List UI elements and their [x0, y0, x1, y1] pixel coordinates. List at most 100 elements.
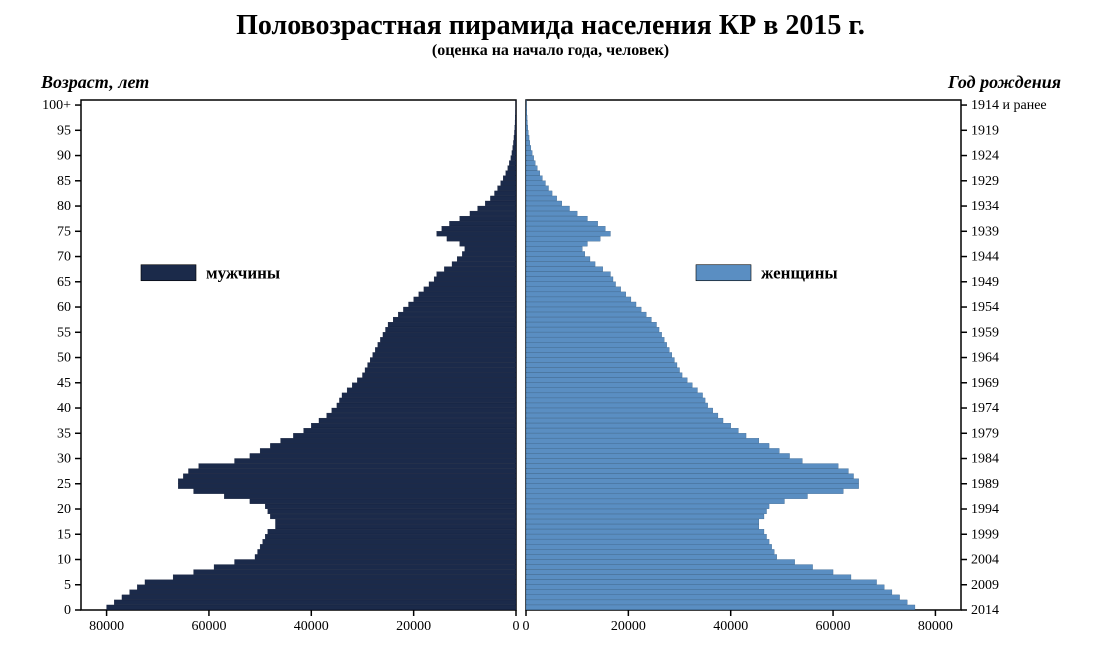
bar-female [526, 600, 907, 605]
right-axis-label: Год рождения [946, 72, 1060, 92]
bar-female [526, 413, 718, 418]
svg-text:1934: 1934 [971, 199, 999, 214]
svg-text:50: 50 [57, 351, 71, 366]
bar-male [418, 292, 515, 297]
bar-female [526, 226, 605, 231]
bar-male [318, 418, 515, 423]
bar-female [526, 201, 562, 206]
bar-male [452, 262, 516, 267]
svg-text:65: 65 [57, 275, 71, 290]
bar-female [526, 347, 669, 352]
bar-female [526, 363, 677, 368]
bar-female [526, 514, 764, 519]
bar-female [526, 150, 532, 155]
svg-text:1914 и ранее: 1914 и ранее [971, 98, 1047, 113]
bar-female [526, 469, 848, 474]
bar-female [526, 337, 664, 342]
svg-text:30: 30 [57, 452, 71, 467]
svg-text:35: 35 [57, 426, 71, 441]
bar-male [515, 120, 516, 125]
bar-female [526, 166, 537, 171]
svg-text:85: 85 [57, 174, 71, 189]
bar-male [144, 580, 515, 585]
bar-female [526, 145, 531, 150]
bar-male [326, 413, 515, 418]
chart-subtitle: (оценка на начало года, человек) [20, 42, 1081, 60]
bar-female [526, 459, 802, 464]
bar-female [526, 443, 769, 448]
svg-text:75: 75 [57, 224, 71, 239]
bar-male [367, 363, 515, 368]
bar-male [249, 499, 515, 504]
bar-male [339, 398, 516, 403]
bar-male [270, 443, 516, 448]
bar-male [514, 130, 516, 135]
svg-text:70: 70 [57, 250, 71, 265]
bar-female [526, 292, 626, 297]
bar-male [265, 504, 516, 509]
bar-male [265, 534, 516, 539]
bar-female [526, 191, 552, 196]
bar-female [526, 236, 600, 241]
svg-text:80000: 80000 [89, 619, 124, 634]
svg-text:1954: 1954 [971, 300, 999, 315]
svg-text:1979: 1979 [971, 426, 999, 441]
bar-female [526, 312, 646, 317]
bar-male [352, 383, 516, 388]
bar-male [494, 191, 515, 196]
left-axis-label: Возраст, лет [40, 72, 149, 92]
bar-female [526, 453, 790, 458]
bar-female [526, 383, 692, 388]
bar-female [526, 489, 843, 494]
population-pyramid-chart: 8000060000400002000000200004000060000800… [21, 60, 1081, 640]
bar-female [526, 585, 884, 590]
bar-male [260, 544, 516, 549]
bar-male [382, 332, 515, 337]
bar-male [457, 257, 516, 262]
svg-text:100+: 100+ [42, 98, 71, 113]
bar-female [526, 115, 527, 120]
bar-female [526, 161, 535, 166]
bar-female [526, 297, 631, 302]
bar-male [224, 494, 516, 499]
svg-text:25: 25 [57, 477, 71, 492]
bar-female [526, 358, 674, 363]
bar-female [526, 277, 613, 282]
bar-male [129, 590, 515, 595]
svg-text:1939: 1939 [971, 224, 999, 239]
bar-male [515, 115, 516, 120]
bar-male [178, 479, 516, 484]
bar-male [249, 453, 515, 458]
svg-text:20000: 20000 [610, 619, 645, 634]
bar-female [526, 418, 723, 423]
bar-male [393, 317, 516, 322]
bar-male [362, 373, 516, 378]
svg-text:1959: 1959 [971, 325, 999, 340]
bar-female [526, 474, 854, 479]
bar-female [526, 196, 557, 201]
bar-male [114, 600, 516, 605]
bar-male [342, 393, 516, 398]
bar-male [503, 176, 516, 181]
bar-male [267, 509, 515, 514]
svg-text:10: 10 [57, 553, 71, 568]
bar-female [526, 262, 595, 267]
bar-male [331, 408, 515, 413]
bar-male [234, 459, 515, 464]
svg-text:55: 55 [57, 325, 71, 340]
bar-male [214, 565, 516, 570]
bar-female [526, 534, 767, 539]
svg-text:20000: 20000 [396, 619, 431, 634]
bar-male [429, 282, 516, 287]
bar-female [526, 539, 769, 544]
bar-female [526, 595, 900, 600]
svg-text:45: 45 [57, 376, 71, 391]
svg-text:20: 20 [57, 502, 71, 517]
bar-female [526, 605, 915, 610]
bar-female [526, 272, 610, 277]
svg-text:0: 0 [64, 603, 71, 618]
bar-male [398, 312, 516, 317]
bar-female [526, 342, 667, 347]
bar-male [198, 464, 515, 469]
bar-female [526, 211, 577, 216]
